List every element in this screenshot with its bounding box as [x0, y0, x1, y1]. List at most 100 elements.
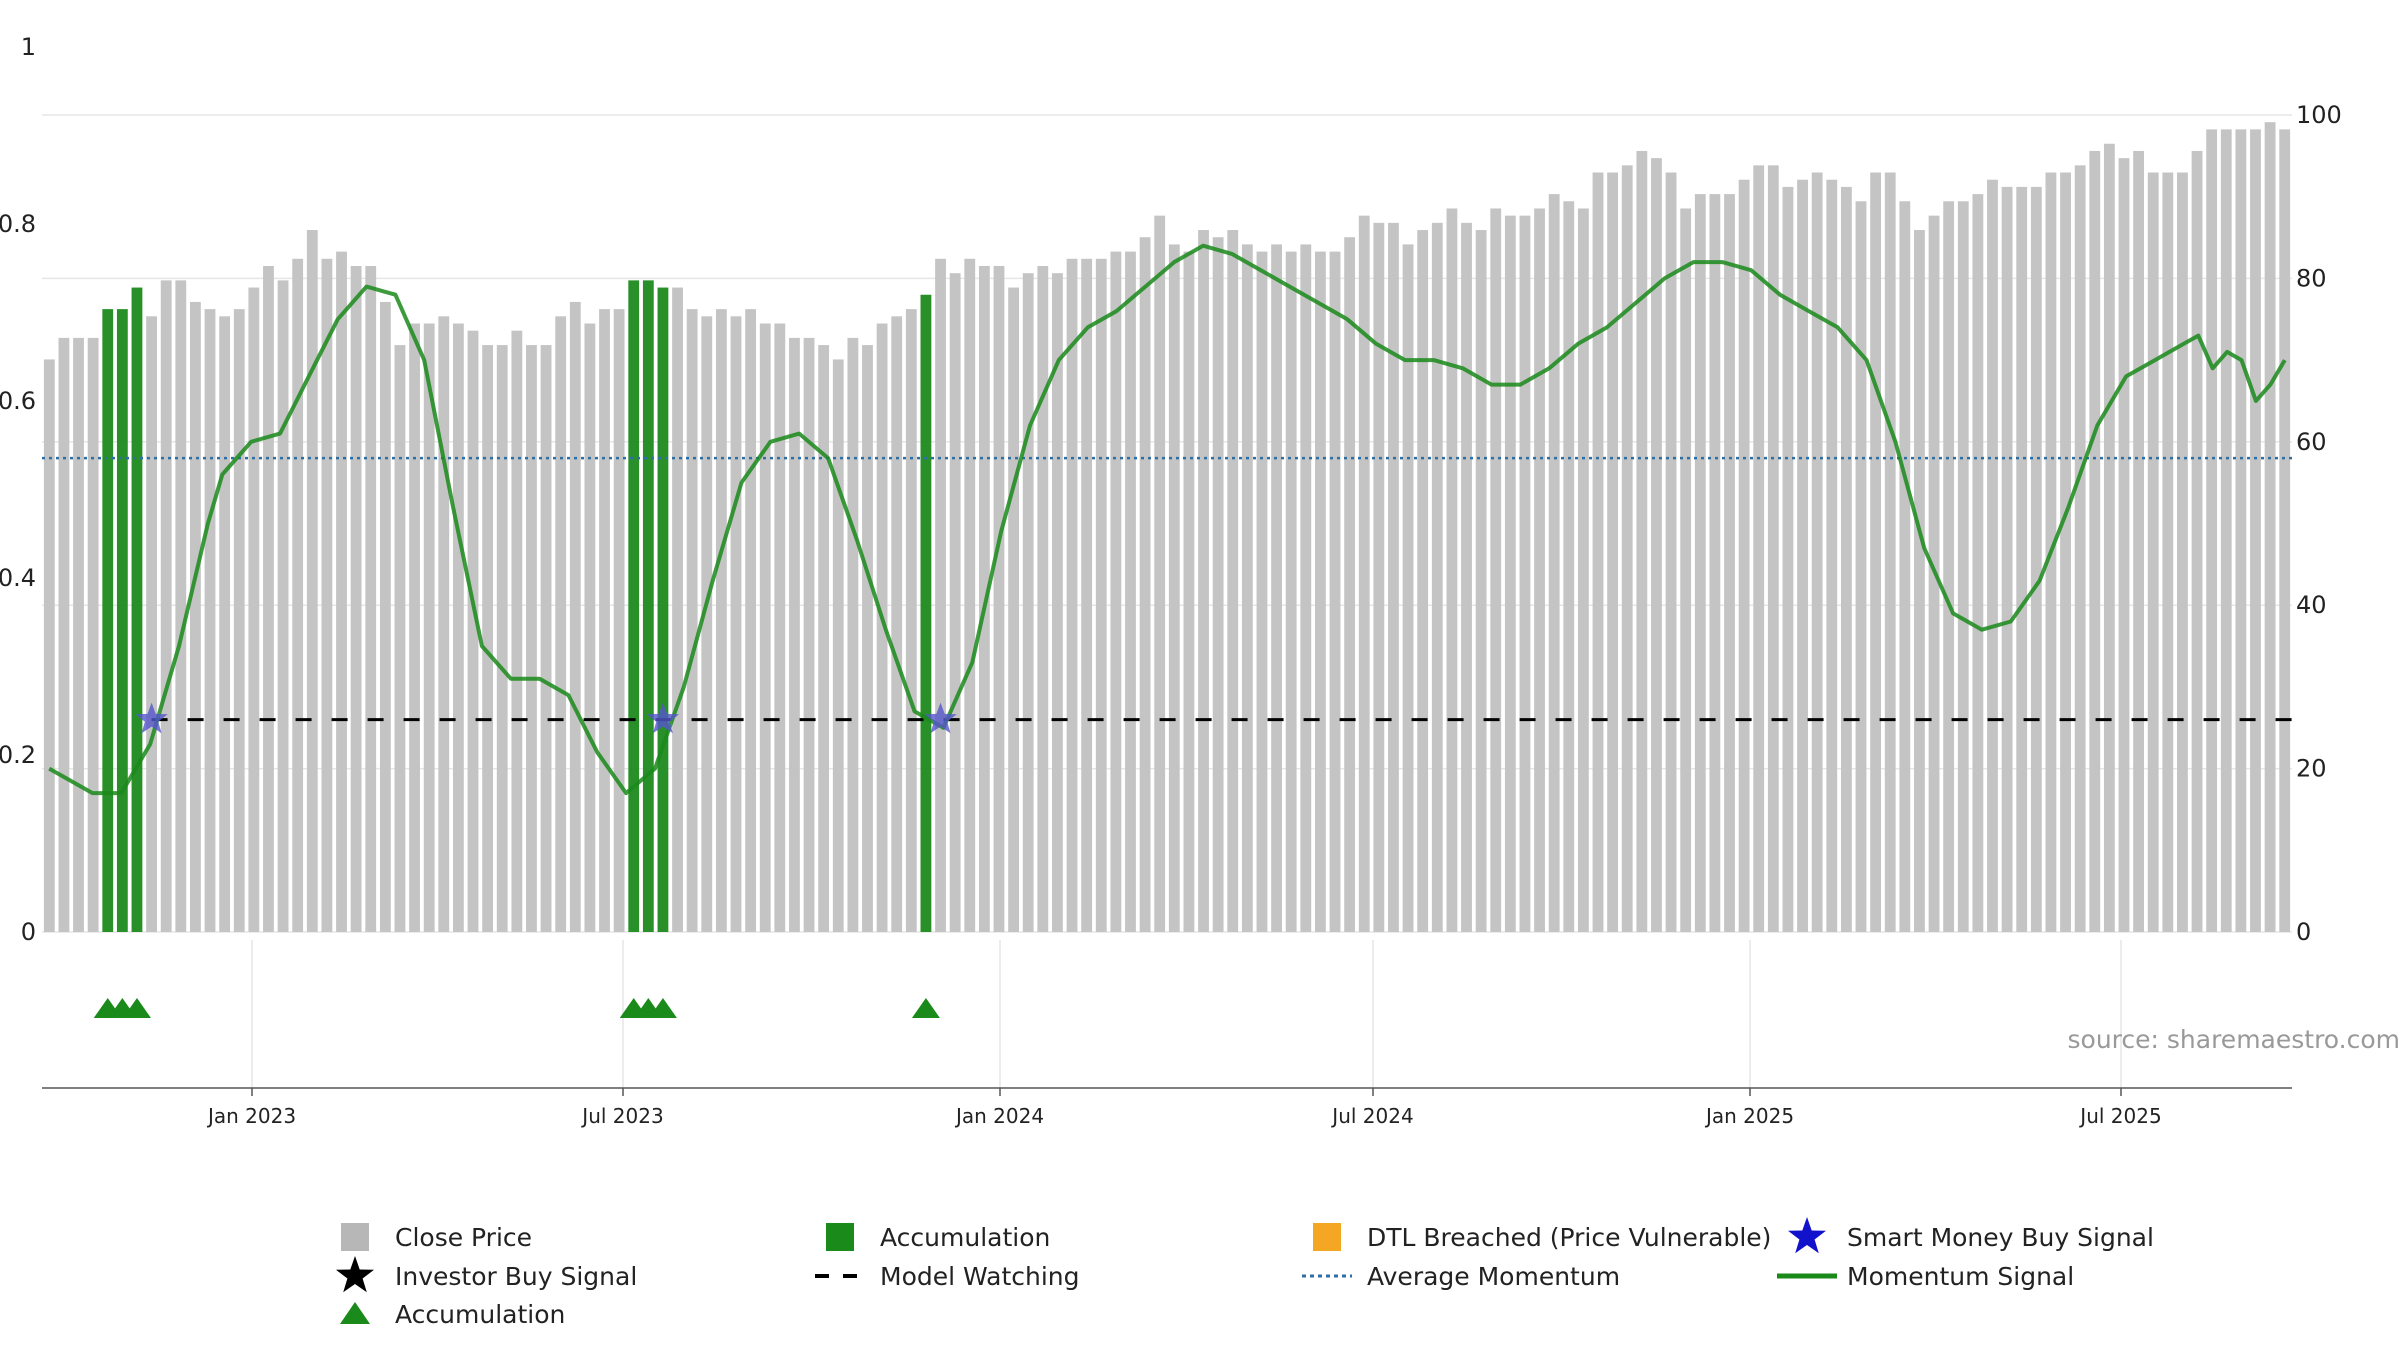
close-price-bar [905, 309, 917, 932]
black-star-icon [336, 1256, 374, 1293]
close-price-bar [891, 316, 903, 932]
close-price-bar [292, 258, 304, 932]
close-price-bar [1665, 172, 1677, 933]
close-price-bar [1315, 251, 1326, 932]
blue-star-icon [1788, 1217, 1826, 1254]
close-price-bar [1198, 230, 1209, 933]
close-price-bar [1534, 208, 1545, 933]
close-price-bar [847, 337, 859, 933]
legend-label: Average Momentum [1367, 1262, 1620, 1291]
left-y-tick-label: 0.6 [0, 387, 36, 415]
close-price-bar [73, 337, 84, 933]
close-price-bar [2147, 172, 2159, 933]
close-price-bar [2089, 150, 2101, 932]
legend-label: Momentum Signal [1847, 1262, 2074, 1291]
close-price-bar [1797, 179, 1808, 932]
close-price-bar [1008, 287, 1019, 932]
close-price-bar [1651, 158, 1662, 933]
legend-label: Close Price [395, 1223, 532, 1252]
close-price-bar [949, 273, 961, 932]
close-price-bar [964, 258, 976, 932]
close-price-bar [1826, 179, 1838, 932]
close-price-bar [1066, 258, 1078, 932]
close-price-bar [1870, 172, 1882, 933]
accumulation-triangle [648, 998, 677, 1018]
close-price-bar [1125, 251, 1136, 932]
close-price-bar [1081, 258, 1093, 932]
right-y-tick-label: 60 [2296, 428, 2327, 456]
accumulation-triangle [911, 998, 940, 1018]
close-price-bar [190, 301, 201, 933]
close-price-bar [160, 280, 172, 932]
bars-layer [43, 122, 2291, 933]
right-y-tick-label: 100 [2296, 101, 2342, 129]
close-price-bar [1519, 215, 1531, 932]
close-price-bar [2220, 129, 2232, 932]
close-price-bar [1446, 208, 1458, 933]
close-price-bar [1300, 244, 1312, 933]
close-price-bar [730, 316, 742, 932]
legend-label: Accumulation [880, 1223, 1050, 1252]
close-price-bar [555, 316, 567, 932]
green-square-icon [826, 1223, 854, 1251]
close-price-bar [482, 345, 494, 932]
close-price-bar [2074, 165, 2086, 932]
close-price-bar [423, 323, 435, 932]
close-price-bar [321, 258, 333, 932]
left-y-tick-label: 0 [21, 918, 36, 946]
right-y-tick-label: 40 [2296, 591, 2327, 619]
close-price-bar [1139, 237, 1151, 932]
close-price-bar [686, 309, 698, 932]
close-price-bar [496, 345, 508, 932]
close-price-bar [2162, 172, 2174, 933]
legend-item: Average Momentum [1302, 1262, 1620, 1291]
close-price-bar [1607, 172, 1619, 933]
close-price-bar [219, 316, 231, 932]
close-price-bar [2279, 129, 2291, 932]
close-price-bar [1694, 194, 1706, 933]
close-price-bar [613, 309, 625, 932]
close-price-bar [1168, 244, 1180, 933]
close-price-bar [935, 258, 946, 932]
legend-label: Smart Money Buy Signal [1847, 1223, 2154, 1252]
close-price-bar [2118, 158, 2130, 933]
close-price-bar [1636, 150, 1648, 932]
close-price-bar [1402, 244, 1414, 933]
close-price-bar [87, 337, 99, 933]
axes-layer: Jan 2023 Jul 2023 Jan 2024 Jul 2024 Jan 2025… [0, 33, 2342, 1128]
accumulation-bar [642, 280, 654, 932]
close-price-bar [672, 287, 683, 932]
close-price-bar [336, 251, 347, 932]
markers-layer [93, 702, 957, 1018]
close-price-bar [43, 359, 55, 932]
close-price-bar [1271, 244, 1282, 933]
close-price-bar [409, 323, 420, 932]
close-price-bar [1724, 194, 1735, 933]
close-price-bar [1577, 208, 1589, 933]
grey-square-icon [341, 1223, 369, 1251]
legend: Close Price Accumulation DTL Breached (Pri… [336, 1217, 2154, 1329]
close-price-bar [701, 316, 713, 932]
close-price-bar [584, 323, 596, 932]
close-price-bar [365, 265, 377, 933]
x-tick-label: Jul 2025 [2078, 1104, 2161, 1128]
legend-item: Close Price [341, 1223, 532, 1252]
close-price-bar [1709, 194, 1721, 933]
legend-label: Investor Buy Signal [395, 1262, 637, 1291]
close-price-bar [2030, 186, 2042, 932]
close-price-bar [1621, 165, 1633, 932]
close-price-bar [1241, 244, 1253, 933]
close-price-bar [599, 309, 610, 932]
close-price-bar [1563, 201, 1575, 932]
accumulation-bar [102, 309, 114, 932]
close-price-bar [1957, 201, 1969, 932]
close-price-bar [2016, 186, 2028, 932]
close-price-bar [1680, 208, 1692, 933]
legend-item: Momentum Signal [1777, 1262, 2074, 1291]
close-price-bar [1548, 194, 1560, 933]
legend-item: Accumulation [340, 1300, 565, 1329]
close-price-bar [715, 309, 727, 932]
close-price-bar [146, 316, 157, 932]
close-price-bar [1840, 186, 1852, 932]
